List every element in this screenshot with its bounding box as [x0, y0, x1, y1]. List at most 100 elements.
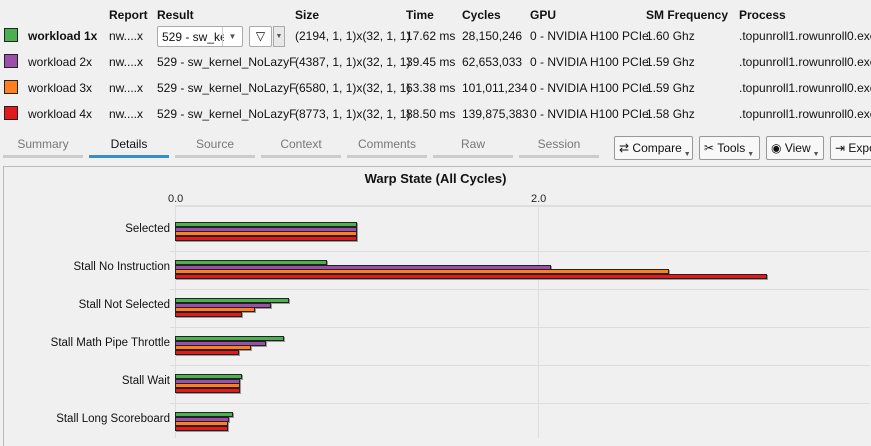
tab-underline — [347, 155, 427, 158]
category-label: Stall Long Scoreboard — [56, 413, 170, 425]
workload-name[interactable]: workload 4x — [28, 107, 93, 121]
bar-workload-1x[interactable] — [175, 412, 234, 417]
filter-button[interactable]: ▽ — [249, 26, 272, 47]
bar-workload-4x[interactable] — [175, 425, 228, 431]
tab-label: Session — [537, 137, 581, 151]
compare-icon: ⇄ — [619, 141, 630, 155]
tab-label: Raw — [460, 137, 485, 151]
bar-workload-1x[interactable] — [175, 260, 328, 265]
gridline — [538, 205, 539, 438]
compare-label: Compare — [632, 141, 682, 155]
view-label: View — [784, 141, 811, 155]
cell-report: nw....x — [109, 81, 144, 95]
workload-row[interactable]: workload 2x nw....x (4387, 1, 1)x(32, 1, 1… — [0, 49, 871, 75]
col-cycles[interactable]: Cycles — [462, 8, 501, 22]
color-swatch[interactable] — [4, 54, 18, 68]
result-value: 529 - sw_ker — [162, 30, 224, 44]
bar-workload-3x[interactable] — [175, 383, 241, 389]
tab-details[interactable]: Details — [89, 137, 169, 158]
bar-workload-3x[interactable] — [175, 345, 252, 351]
cell-cycles: 139,875,383 — [462, 107, 529, 121]
workload-name[interactable]: workload 2x — [28, 55, 93, 69]
cell-size: (8773, 1, 1)x(32, 1, 1) — [295, 107, 411, 121]
chevron-down-icon: ▼ — [683, 151, 691, 158]
bar-workload-2x[interactable] — [175, 416, 230, 422]
col-result[interactable]: Result — [157, 8, 194, 22]
tab-raw[interactable]: Raw — [433, 137, 513, 158]
bar-workload-4x[interactable] — [175, 273, 767, 279]
cell-process: .topunroll1.rowunroll0.exe — [739, 29, 871, 43]
cell-cycles: 101,011,234 — [462, 81, 528, 95]
cell-result: 529 - sw_kernel_NoLazyF — [157, 107, 297, 121]
workload-name[interactable]: workload 3x — [28, 81, 93, 95]
tab-context[interactable]: Context — [261, 137, 341, 158]
tab-session[interactable]: Session — [519, 137, 599, 158]
workload-name[interactable]: workload 1x — [28, 29, 98, 43]
tab-summary[interactable]: Summary — [3, 137, 83, 158]
chart-panel — [3, 166, 871, 446]
cell-process: .topunroll1.rowunroll0.exe — [739, 107, 871, 121]
cell-gpu: 0 - NVIDIA H100 PCIe — [530, 81, 649, 95]
workload-row[interactable]: workload 4x nw....x (8773, 1, 1)x(32, 1, 1… — [0, 101, 871, 127]
tab-underline — [519, 155, 599, 158]
cell-report: nw....x — [109, 107, 144, 121]
tools-button[interactable]: ✂ Tools ▼ — [699, 136, 760, 160]
bar-workload-1x[interactable] — [175, 336, 284, 341]
category-separator — [170, 251, 870, 252]
compare-button[interactable]: ⇄ Compare ▼ — [614, 136, 693, 160]
cell-result: 529 - sw_kernel_NoLazyF — [157, 81, 297, 95]
view-button[interactable]: ◉ View ▼ — [766, 136, 824, 160]
cell-time: 17.62 ms — [406, 29, 456, 43]
workload-row[interactable]: workload 3x nw....x (6580, 1, 1)x(32, 1, 1… — [0, 75, 871, 101]
chart-title: Warp State (All Cycles) — [364, 171, 507, 186]
col-size[interactable]: Size — [295, 8, 320, 22]
bar-workload-4x[interactable] — [175, 235, 357, 241]
bar-workload-1x[interactable] — [175, 222, 357, 227]
workload-row[interactable]: workload 1x nw....x (2194, 1, 1)x(32, 1, 1… — [0, 23, 871, 49]
col-sm-frequency[interactable]: SM Frequency — [646, 8, 729, 22]
cell-size: (4387, 1, 1)x(32, 1, 1) — [295, 55, 411, 69]
result-dropdown[interactable]: 529 - sw_ker ▼ — [157, 26, 243, 47]
tab-underline — [433, 155, 513, 158]
category-separator — [170, 403, 870, 404]
bar-workload-1x[interactable] — [175, 298, 290, 303]
bar-workload-1x[interactable] — [175, 374, 243, 379]
bar-workload-3x[interactable] — [175, 231, 357, 237]
col-time[interactable]: Time — [406, 8, 434, 22]
cell-time: 39.45 ms — [406, 55, 456, 69]
bar-workload-3x[interactable] — [175, 269, 669, 275]
eye-icon: ◉ — [771, 141, 782, 155]
bar-workload-2x[interactable] — [175, 264, 551, 270]
bar-workload-4x[interactable] — [175, 349, 239, 355]
cell-sm-frequency: 1.60 Ghz — [646, 29, 695, 43]
export-icon: ⇥ — [835, 141, 846, 155]
filter-dropdown[interactable]: ▼ — [273, 26, 285, 47]
col-report[interactable]: Report — [109, 8, 148, 22]
category-label: Stall Wait — [121, 375, 170, 387]
cell-report: nw....x — [109, 29, 144, 43]
cell-size: (2194, 1, 1)x(32, 1, 1) — [295, 29, 411, 43]
bar-workload-4x[interactable] — [175, 311, 243, 317]
category-separator — [170, 289, 870, 290]
cell-sm-frequency: 1.59 Ghz — [646, 55, 695, 69]
bar-workload-4x[interactable] — [175, 387, 241, 393]
bar-workload-3x[interactable] — [175, 421, 228, 427]
cell-result: 529 - sw_kernel_NoLazyF — [157, 55, 297, 69]
tab-source[interactable]: Source — [175, 137, 255, 158]
bar-workload-3x[interactable] — [175, 307, 255, 313]
col-gpu[interactable]: GPU — [530, 8, 557, 22]
axis-line — [175, 205, 176, 438]
export-button[interactable]: ⇥ Expo — [830, 136, 871, 160]
color-swatch[interactable] — [4, 80, 18, 94]
color-swatch[interactable] — [4, 28, 18, 42]
bar-workload-2x[interactable] — [175, 302, 272, 308]
col-process[interactable]: Process — [739, 8, 786, 22]
bar-workload-2x[interactable] — [175, 378, 241, 384]
cell-report: nw....x — [109, 55, 144, 69]
tab-comments[interactable]: Comments — [347, 137, 427, 158]
color-swatch[interactable] — [4, 106, 18, 120]
export-label: Expo — [848, 141, 871, 155]
bar-workload-2x[interactable] — [175, 340, 266, 346]
tools-label: Tools — [717, 141, 746, 155]
bar-workload-2x[interactable] — [175, 226, 357, 232]
